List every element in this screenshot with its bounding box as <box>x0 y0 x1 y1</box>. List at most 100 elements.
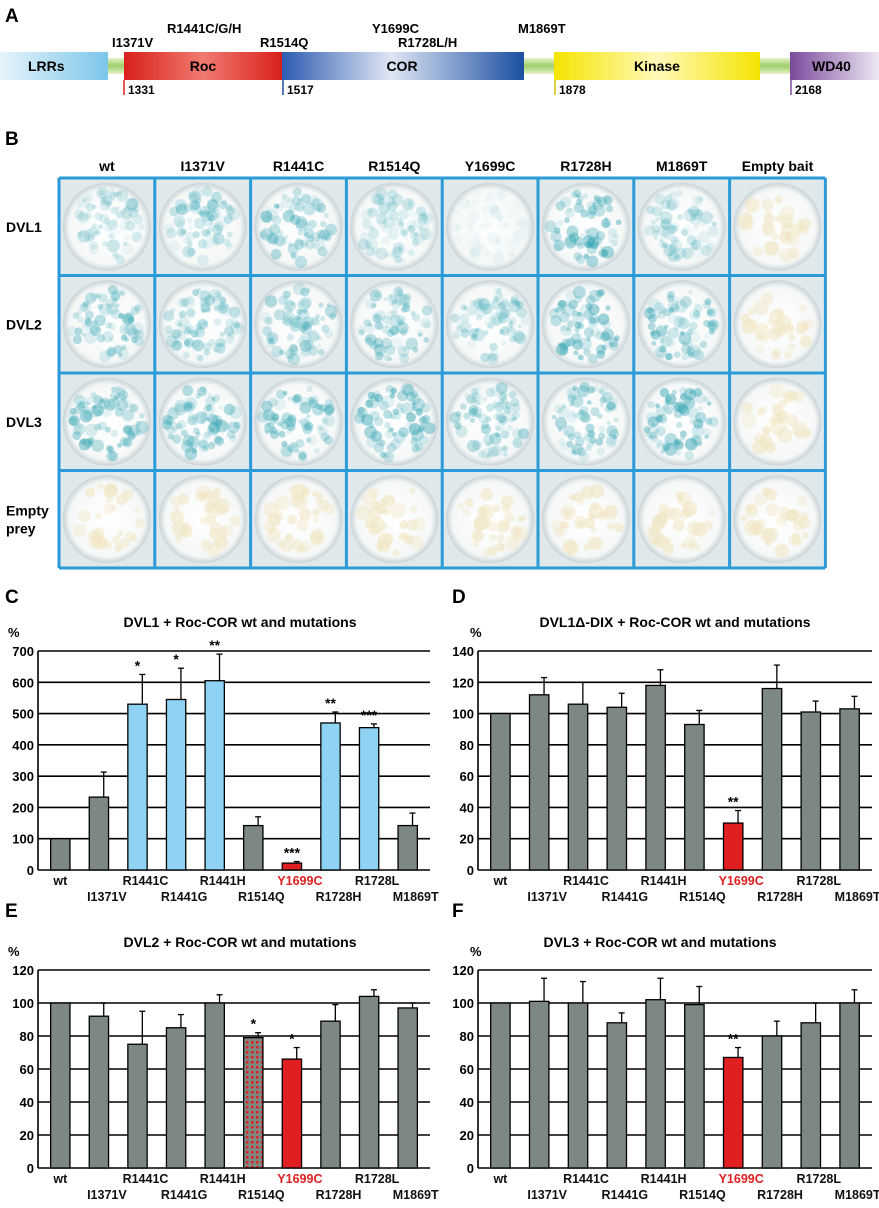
stain-spot <box>705 241 716 252</box>
y-tick-label: 20 <box>460 832 474 847</box>
stain-spot <box>304 221 311 227</box>
stain-spot <box>469 248 482 261</box>
stain-spot <box>681 247 694 260</box>
stain-spot <box>600 245 605 251</box>
stain-spot <box>286 428 292 434</box>
stain-spot <box>586 255 599 268</box>
stain-spot <box>690 208 703 221</box>
stain-spot <box>711 221 717 227</box>
chart-title: DVL2 + Roc-COR wt and mutations <box>124 934 357 950</box>
colony-spot <box>771 404 781 414</box>
stain-spot <box>275 389 286 400</box>
stain-spot <box>191 186 204 199</box>
stain-spot <box>486 321 494 329</box>
stain-spot <box>603 195 613 205</box>
stain-spot <box>123 399 132 409</box>
stain-spot <box>494 291 504 301</box>
stain-spot <box>684 437 698 451</box>
stain-spot <box>225 318 234 328</box>
stain-spot <box>671 295 680 304</box>
mutation-label: M1869T <box>518 21 566 36</box>
x-tick-label: R1441C <box>563 874 609 888</box>
colony-spot <box>199 515 210 525</box>
stain-spot <box>298 197 303 203</box>
stain-spot <box>470 334 478 341</box>
bar <box>839 708 860 871</box>
stain-spot <box>264 316 273 326</box>
stain-spot <box>703 428 712 437</box>
stain-spot <box>408 203 413 208</box>
stain-spot <box>318 303 323 308</box>
stain-spot <box>316 335 322 341</box>
stain-spot <box>287 352 301 366</box>
stain-spot <box>492 413 500 421</box>
colony-spot <box>779 214 794 229</box>
plate-disc <box>446 182 535 271</box>
stain-spot <box>469 300 477 307</box>
colony-spot <box>761 425 771 435</box>
stain-spot <box>323 435 333 445</box>
stain-spot <box>494 421 506 432</box>
stain-spot <box>519 222 532 234</box>
stain-spot <box>125 197 139 211</box>
stain-spot <box>282 390 288 396</box>
stain-spot <box>122 437 133 448</box>
stain-spot <box>710 213 715 219</box>
colony-spot <box>765 488 778 501</box>
stain-spot <box>323 406 334 416</box>
stain-spot <box>423 336 430 343</box>
stain-spot <box>295 218 309 232</box>
colony-spot <box>72 523 87 538</box>
colony-spot <box>672 519 686 532</box>
stain-spot <box>576 311 582 317</box>
colony-spot <box>774 543 789 558</box>
stain-spot <box>555 307 562 313</box>
stain-spot <box>416 227 430 241</box>
colony-spot <box>658 504 670 516</box>
colony-spot <box>317 499 330 512</box>
stain-spot <box>374 344 384 354</box>
colony-spot <box>489 533 497 542</box>
stain-spot <box>510 397 520 407</box>
stain-spot <box>414 442 424 452</box>
stain-spot <box>293 239 305 250</box>
stain-spot <box>323 414 336 427</box>
stain-spot <box>268 234 277 243</box>
colony-spot <box>268 526 276 534</box>
y-axis-label: % <box>470 944 482 959</box>
stain-spot <box>387 201 398 212</box>
stain-spot <box>566 337 576 347</box>
stain-spot <box>658 311 667 319</box>
stain-spot <box>677 403 688 414</box>
stain-spot <box>103 398 117 411</box>
stain-spot <box>648 313 657 323</box>
stain-spot <box>302 232 311 240</box>
stain-spot <box>402 384 415 396</box>
colony-spot <box>765 240 780 256</box>
stain-spot <box>122 424 133 435</box>
stain-spot <box>557 437 566 446</box>
stain-spot <box>586 238 595 247</box>
colony-spot <box>487 545 498 556</box>
stain-spot <box>583 327 595 338</box>
stain-spot <box>387 228 400 240</box>
stain-spot <box>192 419 199 426</box>
stain-spot <box>668 243 679 254</box>
stain-spot <box>686 347 696 357</box>
stain-spot <box>164 223 175 234</box>
x-tick-label: R1728H <box>316 890 362 904</box>
colony-spot <box>669 507 682 521</box>
stain-spot <box>450 313 460 323</box>
stain-spot <box>77 423 83 429</box>
stain-spot <box>488 324 494 330</box>
stain-spot <box>114 407 124 417</box>
x-tick-label: R1514Q <box>238 1188 285 1202</box>
bar <box>358 727 380 871</box>
stain-spot <box>673 254 681 261</box>
stain-spot <box>670 224 677 231</box>
stain-spot <box>493 288 498 294</box>
stain-spot <box>510 297 518 306</box>
x-tick-label: Y1699C <box>719 874 764 888</box>
stain-spot <box>662 246 674 257</box>
stain-spot <box>498 392 508 402</box>
